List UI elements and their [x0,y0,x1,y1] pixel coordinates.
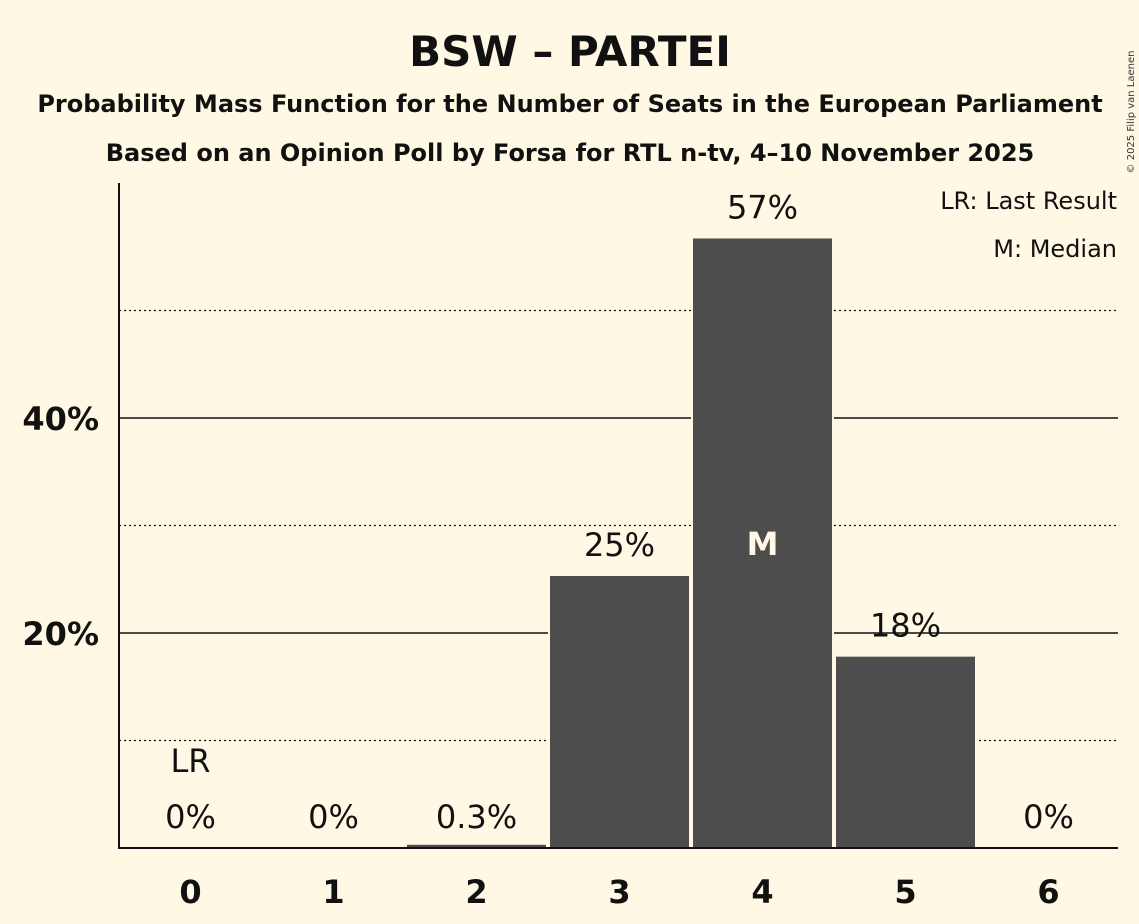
value-label-0: 0% [165,798,216,836]
x-tick-3: 3 [608,873,630,911]
bar-5 [836,656,975,848]
bar-4 [693,238,832,849]
axes [118,183,1118,849]
bars [405,236,977,849]
x-tick-5: 5 [894,873,916,911]
chart-subtitle-2: Based on an Opinion Poll by Forsa for RT… [106,139,1034,167]
value-label-4: 57% [727,188,798,226]
chart-subtitle-1: Probability Mass Function for the Number… [37,90,1102,118]
chart-title: BSW – PARTEI [409,27,731,76]
value-label-3: 25% [584,526,655,564]
value-label-5: 18% [870,607,941,645]
x-tick-2: 2 [465,873,487,911]
copyright-notice: © 2025 Filip van Laenen [1126,51,1137,174]
tick-labels: 0 1 2 3 4 5 6 20% 40% [22,400,1059,911]
x-tick-0: 0 [179,873,201,911]
x-tick-1: 1 [322,873,344,911]
y-tick-20: 20% [22,615,99,653]
bar-2 [407,844,546,848]
median-marker: M [747,525,779,563]
value-label-2: 0.3% [436,798,517,836]
x-tick-4: 4 [751,873,773,911]
legend-last-result: LR: Last Result [940,187,1117,215]
y-tick-40: 40% [22,400,99,438]
value-labels: 0% 0% 0.3% 25% 57% 18% 0% LR M [165,188,1074,836]
x-tick-6: 6 [1037,873,1059,911]
bar-3 [550,576,689,848]
value-label-6: 0% [1023,798,1074,836]
last-result-marker: LR [170,742,210,780]
value-label-1: 0% [308,798,359,836]
legend-median: M: Median [993,235,1117,263]
